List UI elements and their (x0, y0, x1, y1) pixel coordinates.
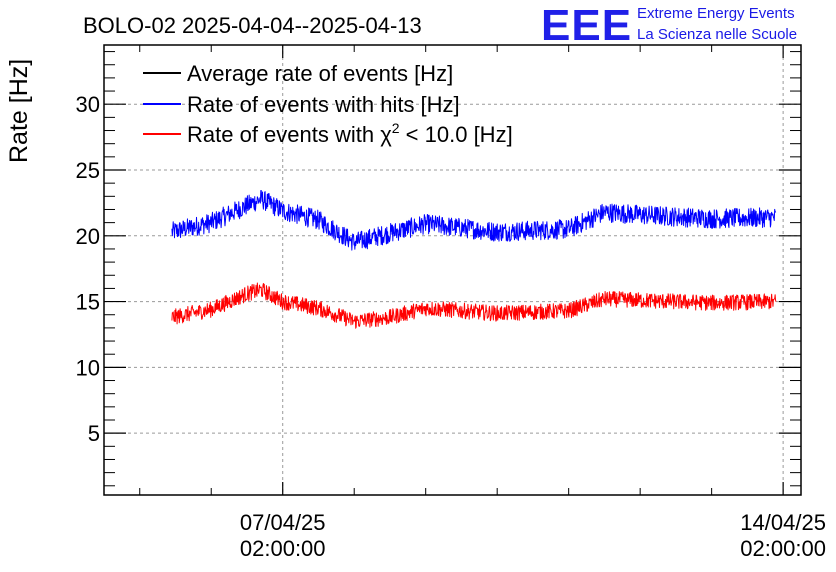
x-tick-label-date: 14/04/25 (740, 510, 826, 535)
y-tick-label: 30 (76, 92, 100, 117)
x-tick-label-time: 02:00:00 (240, 536, 326, 561)
tick-labels: 5101520253007/04/2502:00:0014/04/2502:00… (76, 92, 826, 561)
eee-logo-letters: EEE (541, 1, 632, 50)
legend-label-avg: Average rate of events [Hz] (187, 61, 453, 86)
chart-title: BOLO-02 2025-04-04--2025-04-13 (83, 13, 422, 38)
y-tick-label: 15 (76, 290, 100, 315)
y-axis-title: Rate [Hz] (5, 59, 33, 163)
y-tick-label: 20 (76, 224, 100, 249)
y-tick-label: 10 (76, 355, 100, 380)
legend-label-hits: Rate of events with hits [Hz] (187, 92, 460, 117)
series-line-chi2 (171, 282, 777, 329)
y-tick-label: 5 (88, 421, 100, 446)
plot-frame (103, 44, 802, 496)
eee-logo-line2: La Scienza nelle Scuole (637, 26, 797, 43)
axis-ticks (104, 45, 801, 495)
eee-logo: EEE Extreme Energy Events La Scienza nel… (541, 1, 797, 50)
grid (104, 45, 801, 495)
x-tick-label-time: 02:00:00 (740, 536, 826, 561)
series-line-hits (171, 189, 777, 251)
legend: Average rate of events [Hz] Rate of even… (143, 61, 513, 147)
series-layer (171, 189, 777, 329)
y-tick-label: 25 (76, 158, 100, 183)
eee-logo-line1: Extreme Energy Events (637, 5, 795, 22)
legend-label-chi2: Rate of events with χ2 < 10.0 [Hz] (187, 120, 513, 147)
x-tick-label-date: 07/04/25 (240, 510, 326, 535)
